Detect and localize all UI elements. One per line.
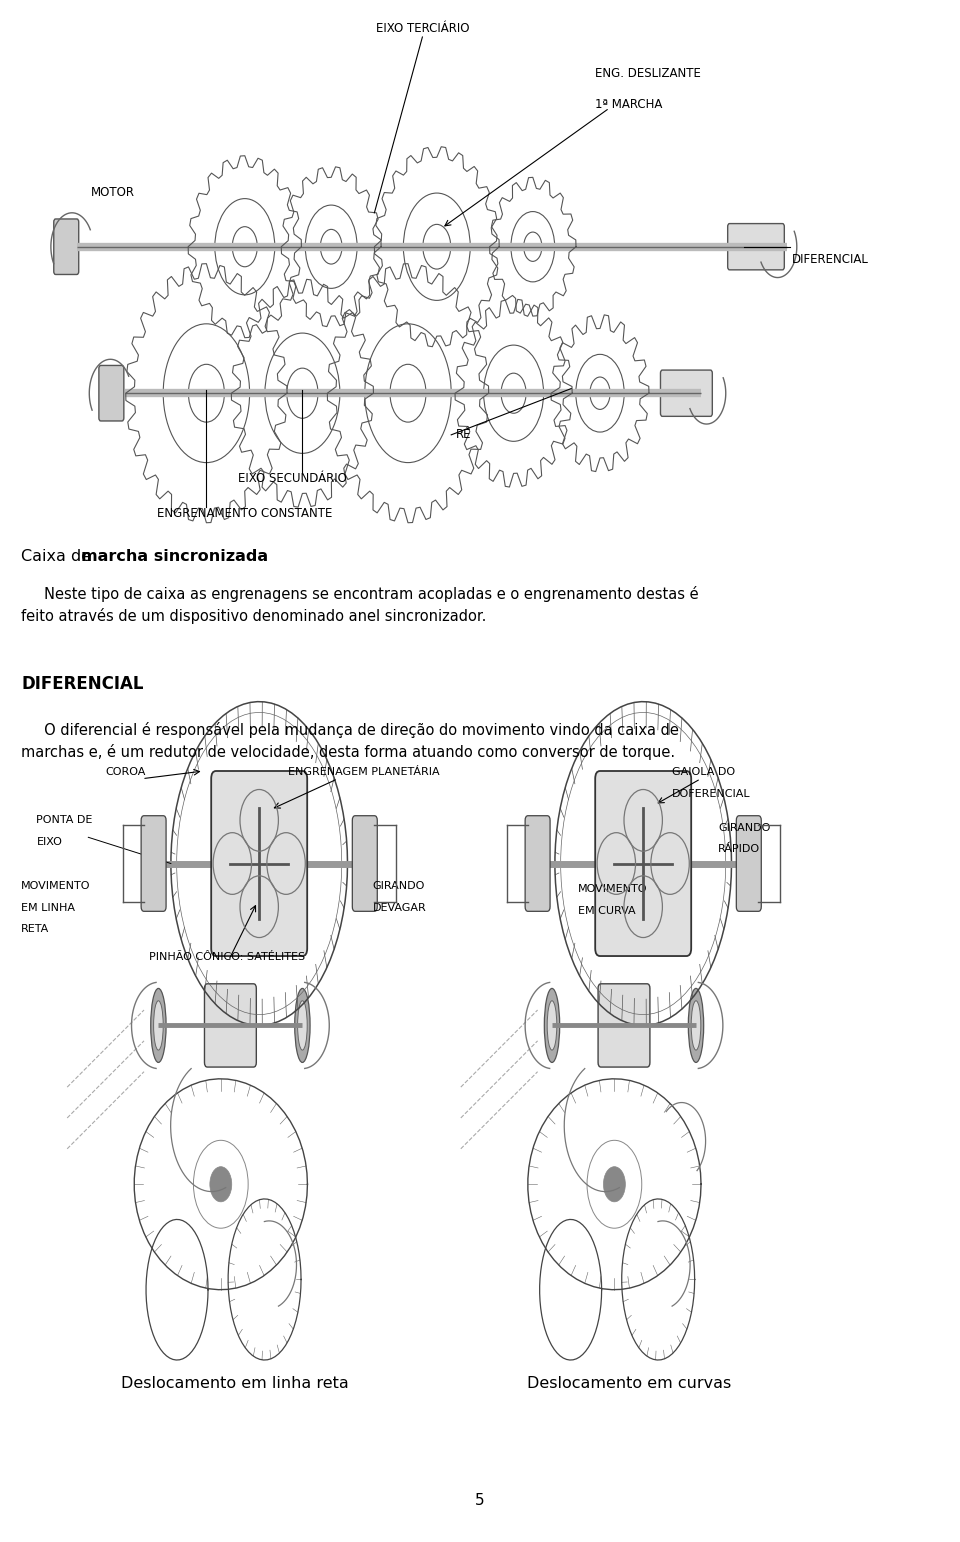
Text: DIFERENCIAL: DIFERENCIAL: [792, 253, 869, 265]
Ellipse shape: [547, 1001, 557, 1050]
Text: RETA: RETA: [21, 925, 49, 934]
Text: Neste tipo de caixa as engrenagens se encontram acopladas e o engrenamento desta: Neste tipo de caixa as engrenagens se en…: [21, 586, 699, 625]
Ellipse shape: [691, 1001, 701, 1050]
FancyBboxPatch shape: [736, 816, 761, 911]
FancyBboxPatch shape: [211, 771, 307, 956]
Text: 1ª MARCHA: 1ª MARCHA: [595, 99, 662, 111]
Text: GIRANDO: GIRANDO: [372, 882, 425, 891]
Ellipse shape: [295, 988, 310, 1062]
Text: RÁPIDO: RÁPIDO: [718, 845, 760, 854]
FancyBboxPatch shape: [660, 370, 712, 416]
FancyBboxPatch shape: [141, 816, 166, 911]
FancyBboxPatch shape: [99, 365, 124, 421]
Text: 5: 5: [475, 1493, 485, 1508]
Text: ENGRENAMENTO CONSTANTE: ENGRENAMENTO CONSTANTE: [157, 507, 332, 520]
Text: ENG. DESLIZANTE: ENG. DESLIZANTE: [595, 68, 701, 80]
FancyBboxPatch shape: [54, 219, 79, 274]
FancyBboxPatch shape: [525, 816, 550, 911]
Text: EM CURVA: EM CURVA: [578, 907, 636, 916]
Ellipse shape: [688, 988, 704, 1062]
Text: EIXO SECUNDÁRIO: EIXO SECUNDÁRIO: [238, 472, 348, 484]
FancyBboxPatch shape: [728, 224, 784, 270]
Text: ENGRENAGEM PLANETÁRIA: ENGRENAGEM PLANETÁRIA: [288, 768, 440, 777]
Text: COROA: COROA: [106, 768, 146, 777]
FancyBboxPatch shape: [204, 984, 256, 1067]
Text: EIXO: EIXO: [36, 837, 62, 847]
FancyBboxPatch shape: [352, 816, 377, 911]
Ellipse shape: [544, 988, 560, 1062]
Text: DOFERENCIAL: DOFERENCIAL: [672, 790, 751, 799]
Text: Deslocamento em linha reta: Deslocamento em linha reta: [121, 1375, 349, 1391]
Text: PINHÃO CÔNICO: SATÉLITES: PINHÃO CÔNICO: SATÉLITES: [149, 953, 305, 962]
Text: PONTA DE: PONTA DE: [36, 816, 93, 825]
Ellipse shape: [298, 1001, 307, 1050]
Circle shape: [210, 1167, 231, 1201]
Text: marcha sincronizada: marcha sincronizada: [81, 549, 268, 564]
FancyBboxPatch shape: [598, 984, 650, 1067]
Text: EIXO TERCIÁRIO: EIXO TERCIÁRIO: [375, 23, 469, 35]
Ellipse shape: [151, 988, 166, 1062]
Text: O diferencial é responsável pela mudança de direção do movimento vindo da caixa : O diferencial é responsável pela mudança…: [21, 722, 679, 760]
Text: Caixa de: Caixa de: [21, 549, 96, 564]
Circle shape: [604, 1167, 625, 1201]
Text: RÉ: RÉ: [456, 429, 471, 441]
Text: Deslocamento em curvas: Deslocamento em curvas: [527, 1375, 731, 1391]
Text: MOTOR: MOTOR: [91, 187, 135, 199]
Text: DEVAGAR: DEVAGAR: [372, 904, 426, 913]
Text: EM LINHA: EM LINHA: [21, 904, 75, 913]
Text: DIFERENCIAL: DIFERENCIAL: [21, 675, 144, 694]
Text: MOVIMENTO: MOVIMENTO: [21, 882, 90, 891]
Text: MOVIMENTO: MOVIMENTO: [578, 885, 647, 894]
Text: GAIOLA DO: GAIOLA DO: [672, 768, 735, 777]
Text: GIRANDO: GIRANDO: [718, 823, 771, 833]
FancyBboxPatch shape: [595, 771, 691, 956]
Ellipse shape: [154, 1001, 163, 1050]
